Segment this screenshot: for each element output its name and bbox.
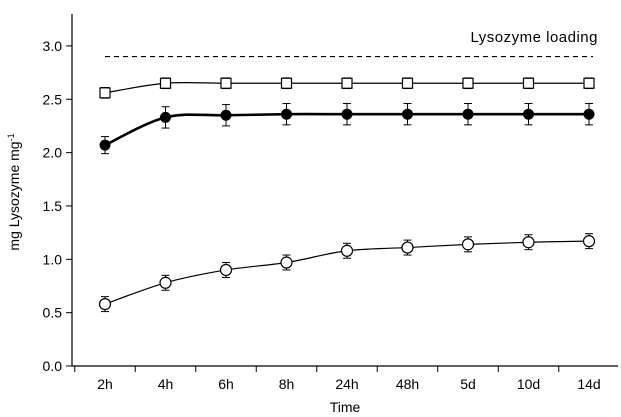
y-tick-label: 1.0	[43, 251, 63, 267]
x-tick-label: 8h	[279, 376, 295, 392]
reference-line-label: Lysozyme loading	[470, 29, 598, 46]
series-group	[98, 77, 596, 313]
data-point	[159, 77, 172, 89]
y-tick-label: 0.5	[43, 305, 63, 321]
y-axis-label: mg Lysozyme mg-1	[6, 133, 22, 250]
axes	[71, 14, 618, 367]
data-point	[583, 77, 595, 89]
x-tick-label: 24h	[335, 376, 358, 392]
data-point	[582, 235, 596, 248]
data-point	[401, 77, 414, 89]
data-point	[99, 87, 111, 99]
data-point	[522, 77, 535, 89]
y-tick-label: 2.5	[43, 91, 63, 107]
data-point	[523, 108, 534, 120]
y-ticks: 0.0 0.5 1.0 1.5 2.0 2.5 3.0	[43, 38, 72, 374]
data-point	[462, 77, 474, 89]
y-tick-label: 3.0	[43, 38, 63, 54]
data-point	[462, 108, 474, 120]
series-2	[99, 103, 595, 155]
data-point	[219, 263, 233, 277]
data-point	[99, 139, 111, 151]
data-point	[401, 241, 414, 254]
x-tick-label: 10d	[517, 376, 540, 392]
x-tick-label: 5d	[460, 376, 476, 392]
data-point	[340, 244, 354, 257]
y-tick-label: 1.5	[43, 198, 63, 214]
data-point	[402, 108, 413, 120]
data-point	[341, 108, 353, 120]
data-point	[160, 111, 171, 123]
data-point	[461, 238, 475, 251]
y-tick-label: 2.0	[43, 145, 63, 161]
reference-line-group: Lysozyme loading	[105, 29, 598, 58]
data-point	[220, 77, 232, 89]
y-axis-label-superscript: -1	[6, 133, 16, 141]
x-tick-label: 4h	[158, 376, 174, 392]
data-point	[281, 108, 292, 120]
series-3	[98, 233, 596, 313]
x-ticks: 2h 4h 6h 8h 24h 48h 5d 10d 14d	[74, 366, 601, 392]
x-tick-label: 14d	[577, 376, 600, 392]
data-point	[159, 276, 172, 289]
y-tick-label: 0.0	[43, 358, 63, 374]
x-axis-label: Time	[330, 399, 361, 415]
y-axis-label-text: mg Lysozyme mg	[6, 141, 22, 250]
data-point	[220, 109, 232, 121]
data-point	[583, 108, 595, 120]
x-tick-label: 6h	[218, 376, 234, 392]
data-point	[341, 77, 353, 89]
x-tick-label: 48h	[396, 376, 419, 392]
data-point	[280, 77, 293, 89]
data-point	[522, 236, 535, 249]
data-point	[98, 298, 112, 311]
series-1	[99, 77, 595, 99]
x-tick-label: 2h	[97, 376, 113, 392]
data-point	[280, 256, 293, 269]
